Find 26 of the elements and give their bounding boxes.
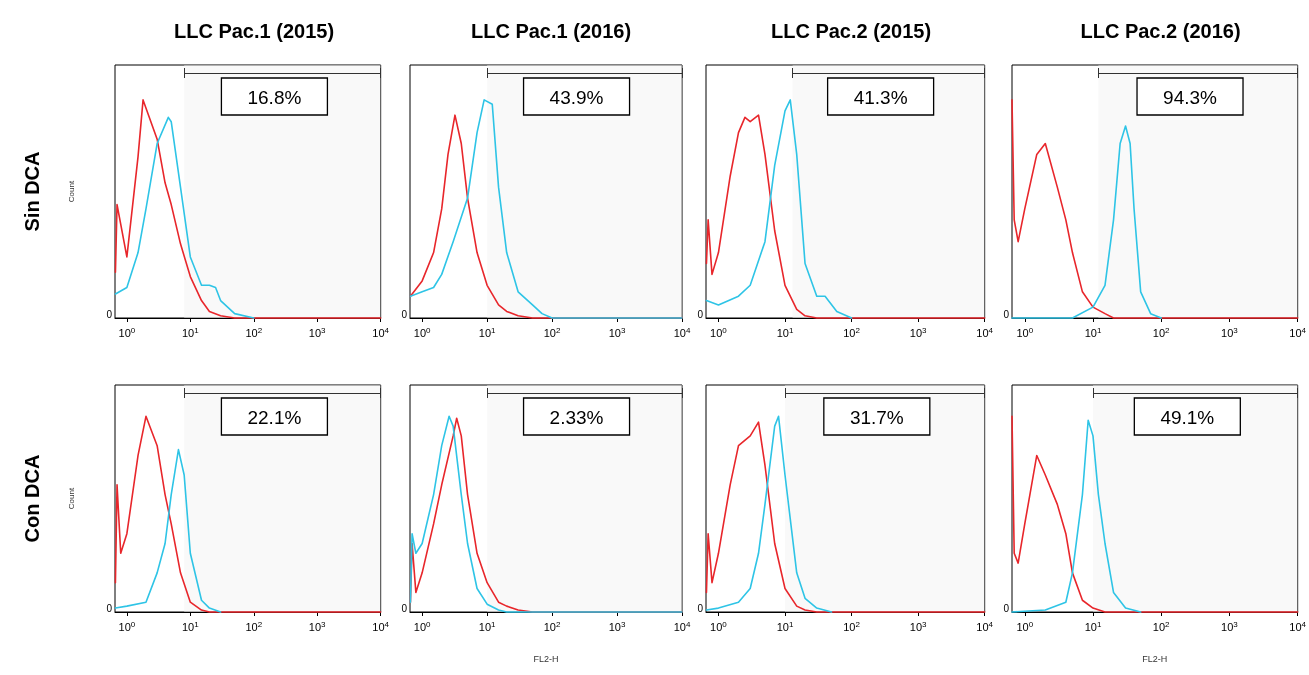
text: 0 xyxy=(106,602,113,614)
text: Sin DCA xyxy=(21,151,43,232)
band-label: 49.1% xyxy=(1160,406,1215,428)
y-axis-title: Count xyxy=(66,487,76,510)
band-label: 16.8% xyxy=(247,86,302,108)
x-axis-title: FL2-H xyxy=(533,653,559,664)
text: 0 xyxy=(697,308,704,320)
text: 0 xyxy=(697,602,704,614)
text: 0 xyxy=(1003,308,1010,320)
y-axis-title: Count xyxy=(66,180,76,203)
text: 0 xyxy=(401,308,408,320)
chart-title: LLC Pac.2 (2016) xyxy=(1080,20,1241,42)
band-label: 22.1% xyxy=(247,406,302,428)
text: Con DCA xyxy=(21,454,43,543)
band-label: 41.3% xyxy=(853,86,908,108)
text: 0 xyxy=(401,602,408,614)
band-label: 2.33% xyxy=(549,406,604,428)
x-axis-title: FL2-H xyxy=(1142,653,1168,664)
band-label: 43.9% xyxy=(549,86,604,108)
text: 0 xyxy=(106,308,113,320)
chart-title: LLC Pac.1 (2016) xyxy=(470,20,632,42)
chart-title: LLC Pac.2 (2015) xyxy=(770,20,932,42)
text: 0 xyxy=(1003,602,1010,614)
band-label: 94.3% xyxy=(1163,86,1218,108)
band-label: 31.7% xyxy=(849,406,904,428)
chart-title: LLC Pac.1 (2015) xyxy=(173,20,335,42)
